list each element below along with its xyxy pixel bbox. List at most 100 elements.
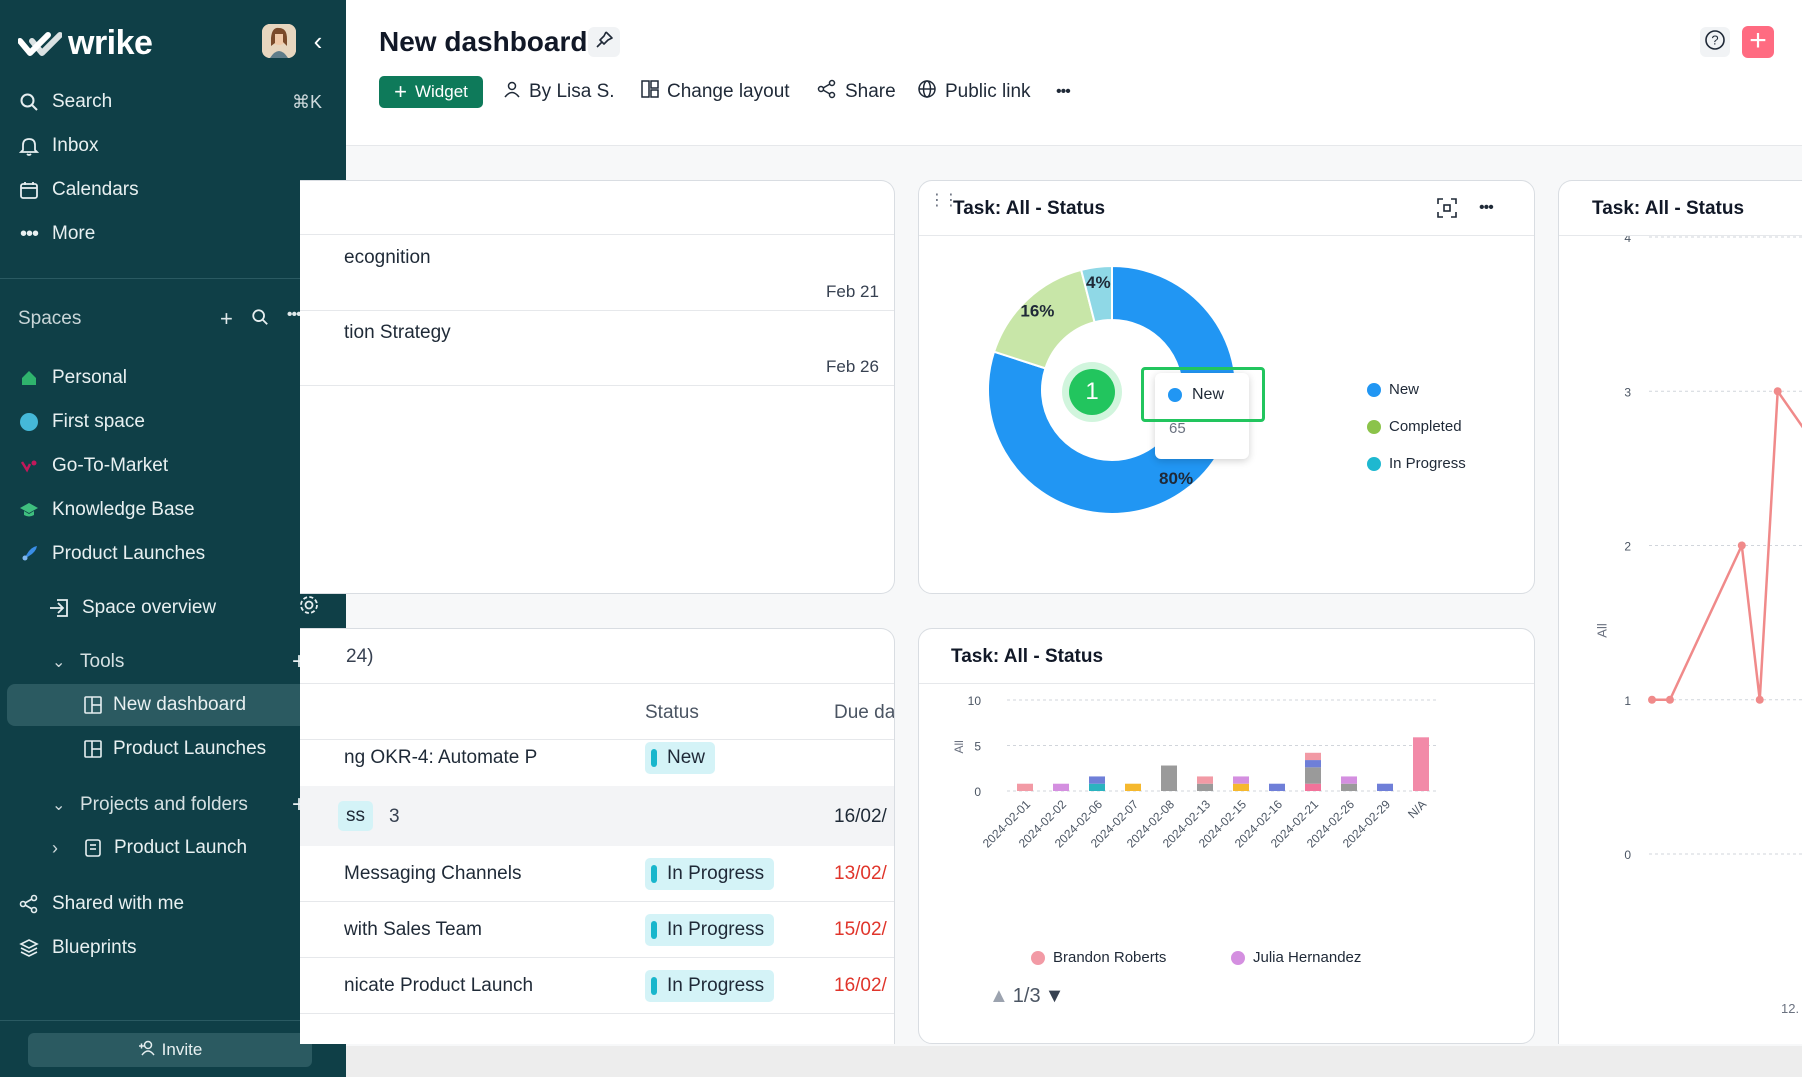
projects-folders-section[interactable]: ⌄ Projects and folders +	[52, 784, 328, 826]
gear-icon[interactable]	[298, 594, 320, 622]
status-badge[interactable]: In Progress	[645, 970, 775, 1002]
legend-item[interactable]: In Progress	[1367, 455, 1466, 472]
projects-folders-label: Projects and folders	[80, 794, 248, 815]
task-title[interactable]: nicate Product Launch	[344, 975, 534, 996]
space-product-launches[interactable]: Product Launches	[18, 534, 328, 574]
pager-prev-icon[interactable]: ▲	[989, 985, 1009, 1007]
row-divider	[300, 901, 894, 902]
nav-inbox[interactable]: Inbox	[18, 126, 328, 166]
invite-button[interactable]: Invite	[28, 1033, 312, 1067]
data-point	[1773, 387, 1782, 396]
legend-swatch	[1367, 382, 1381, 397]
fullscreen-icon[interactable]	[1436, 197, 1458, 224]
task-date: Feb 26	[826, 357, 879, 376]
nav-more[interactable]: ••• More	[18, 214, 328, 254]
plus-icon: +	[394, 79, 407, 104]
chevron-right-icon[interactable]: ›	[52, 837, 58, 858]
public-link-label: Public link	[945, 81, 1031, 102]
graduation-cap-icon	[18, 499, 40, 521]
bar-segment	[1053, 783, 1069, 791]
status-badge[interactable]: New	[645, 742, 716, 774]
nav-blueprints[interactable]: Blueprints	[18, 928, 328, 968]
wrike-check-icon	[18, 31, 62, 56]
status-badge[interactable]: In Progress	[645, 858, 775, 890]
sidebar-divider	[0, 278, 346, 279]
status-bar-widget: Task: All - Status 0 5 10 All 2024-02-01 2024…	[918, 628, 1535, 1044]
space-label: First space	[52, 411, 145, 432]
column-header-status[interactable]: Status	[645, 702, 699, 723]
add-widget-button[interactable]: + Widget	[379, 76, 483, 108]
more-horizontal-icon[interactable]: •••	[1479, 199, 1494, 216]
task-title[interactable]: Messaging Channels	[344, 863, 522, 884]
avatar[interactable]	[262, 24, 296, 58]
more-horizontal-icon: •••	[1056, 83, 1071, 100]
wrike-logo[interactable]: wrike	[18, 24, 153, 63]
group-date: 16/02/	[834, 806, 887, 827]
task-table-widget: 24) Status Due da ng OKR-4: Automate P N…	[300, 628, 895, 1044]
bar-segment	[1305, 760, 1321, 768]
nav-shared-label: Shared with me	[52, 893, 185, 914]
add-space-icon[interactable]: +	[220, 306, 233, 331]
y-tick-label: 2	[1624, 540, 1631, 554]
task-title[interactable]: tion Strategy	[344, 322, 451, 343]
project-product-launch[interactable]: › Product Launch	[52, 827, 328, 869]
step-callout: 1	[1062, 362, 1122, 422]
space-knowledge-base[interactable]: Knowledge Base	[18, 490, 328, 530]
widget-header	[1559, 181, 1802, 236]
space-overview[interactable]: Space overview	[48, 587, 328, 629]
line-chart: 0 1 2 3 4	[1624, 236, 1802, 862]
pager-next-icon[interactable]: ▼	[1044, 985, 1065, 1007]
widget-header	[300, 181, 894, 235]
group-row[interactable]	[300, 786, 894, 846]
space-first-space[interactable]: First space	[18, 402, 328, 442]
legend-item[interactable]: Brandon Roberts	[1031, 949, 1166, 966]
space-overview-label: Space overview	[82, 597, 217, 618]
collapse-sidebar-button[interactable]: ‹	[313, 26, 323, 56]
bar-segment	[1017, 783, 1033, 791]
tool-product-launches[interactable]: Product Launches	[7, 728, 334, 770]
spaces-more-icon[interactable]: •••	[286, 306, 302, 323]
bar-segment	[1305, 767, 1321, 784]
task-title[interactable]: ecognition	[344, 247, 431, 268]
more-options-button[interactable]: •••	[1056, 76, 1071, 108]
nav-shared-with-me[interactable]: Shared with me	[18, 884, 328, 924]
drag-handle-icon[interactable]: ⋮⋮	[929, 192, 959, 209]
owner-button[interactable]: By Lisa S.	[503, 76, 615, 108]
tools-section[interactable]: ⌄ Tools +	[52, 641, 328, 683]
space-personal[interactable]: Personal	[18, 358, 328, 398]
create-new-button[interactable]: +	[1742, 26, 1774, 58]
bar-segment	[1413, 737, 1429, 791]
public-link-button[interactable]: Public link	[917, 76, 1031, 108]
help-button[interactable]: ?	[1700, 27, 1730, 57]
column-header-due-date[interactable]: Due da	[834, 702, 895, 723]
search-spaces-icon[interactable]	[251, 306, 269, 332]
tool-new-dashboard[interactable]: New dashboard	[7, 684, 334, 726]
chevron-down-icon: ⌄	[52, 654, 66, 671]
invite-label: Invite	[161, 1040, 203, 1059]
space-go-to-market[interactable]: Go-To-Market	[18, 446, 328, 486]
change-layout-button[interactable]: Change layout	[641, 76, 790, 108]
task-title[interactable]: ng OKR-4: Automate P	[344, 747, 538, 768]
legend-item[interactable]: Completed	[1367, 418, 1462, 435]
due-date: 13/02/	[834, 863, 887, 884]
task-list-widget: ecognition Feb 21 tion Strategy Feb 26	[300, 180, 895, 594]
bar-segment	[1233, 783, 1249, 791]
task-title[interactable]: with Sales Team	[344, 919, 482, 940]
legend-item[interactable]: Julia Hernandez	[1231, 949, 1361, 966]
status-badge[interactable]: In Progress	[645, 914, 775, 946]
widget-title: Task: All - Status	[1592, 198, 1745, 219]
pin-button[interactable]	[588, 27, 620, 57]
chevron-down-icon: ⌄	[52, 797, 66, 814]
share-icon	[817, 79, 837, 105]
y-tick-label: 0	[974, 785, 981, 799]
bell-icon	[18, 135, 40, 157]
layout-icon	[641, 80, 659, 104]
project-label: Product Launch	[114, 837, 248, 858]
legend-item[interactable]: New	[1367, 381, 1419, 398]
row-divider	[300, 1013, 894, 1014]
row-divider	[300, 385, 894, 386]
nav-search[interactable]: Search ⌘K	[18, 82, 328, 122]
bar-segment	[1305, 783, 1321, 791]
share-button[interactable]: Share	[817, 76, 896, 108]
nav-calendars[interactable]: Calendars	[18, 170, 328, 210]
